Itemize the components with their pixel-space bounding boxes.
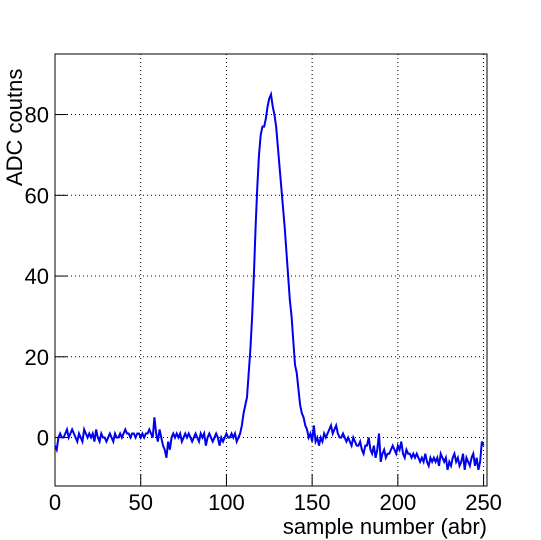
data-line xyxy=(54,90,485,471)
x-tick-label: 50 xyxy=(128,490,152,515)
x-tick-label: 250 xyxy=(465,490,502,515)
x-tick-label: 200 xyxy=(379,490,416,515)
y-tick-label: 0 xyxy=(37,426,49,451)
x-tick-label: 0 xyxy=(49,490,61,515)
y-tick-label: 80 xyxy=(25,103,49,128)
x-tick-label: 150 xyxy=(294,490,331,515)
x-axis-label: sample number (abr) xyxy=(283,514,487,539)
plot-frame xyxy=(54,53,488,487)
x-tick-label: 100 xyxy=(208,490,245,515)
y-tick-label: 60 xyxy=(25,183,49,208)
y-tick-label: 20 xyxy=(25,345,49,370)
y-axis-label: ADC coutns xyxy=(2,69,27,186)
y-tick-label: 40 xyxy=(25,264,49,289)
